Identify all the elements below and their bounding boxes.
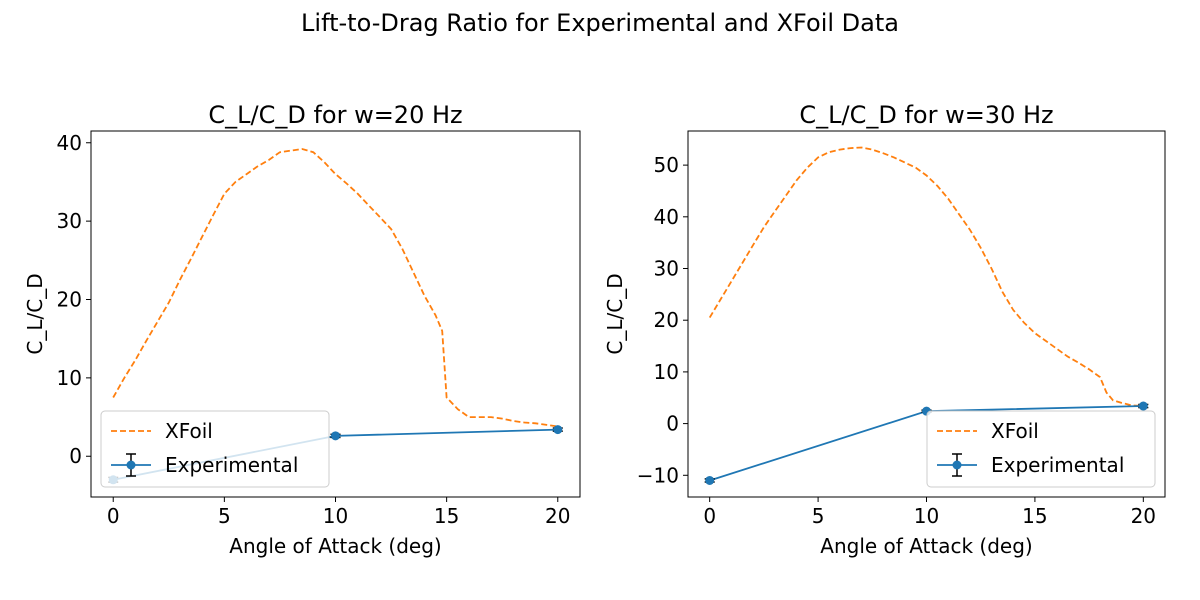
experimental-point [553,425,563,435]
experimental-point [331,431,340,441]
y-axis-label: C_L/C_D [23,273,47,354]
x-tick-label: 15 [1022,504,1047,528]
y-tick-label: 30 [654,257,679,281]
legend-box [100,410,330,488]
experimental-point [1138,401,1148,411]
y-tick-label: 30 [57,209,82,233]
x-axis-label: Angle of Attack (deg) [820,534,1032,558]
x-tick-label: 0 [703,504,716,528]
x-tick-label: 20 [545,504,570,528]
x-tick-label: 5 [812,504,825,528]
y-tick-label: 10 [654,360,679,384]
y-tick-label: 20 [57,288,82,312]
y-tick-label: 40 [57,131,82,155]
legend-experimental-label: Experimental [165,453,298,477]
plot-area [704,146,1149,485]
y-axis-label: C_L/C_D [603,273,627,354]
figure-title: Lift-to-Drag Ratio for Experimental and … [301,9,899,37]
y-tick-label: 50 [654,153,679,177]
x-tick-label: 10 [914,504,939,528]
legend: XFoil Experimental [926,410,1156,488]
x-axis-label: Angle of Attack (deg) [229,534,441,558]
legend-experimental-marker [126,460,136,470]
legend-box [926,410,1156,488]
y-tick-label: 20 [654,308,679,332]
chart-title: C_L/C_D for w=30 Hz [799,101,1053,129]
y-tick-label: 0 [69,444,82,468]
chart-right: C_L/C_D for w=30 Hz 0 5 10 15 20 −10 0 10 20 30 40 5… [603,101,1166,558]
legend: XFoil Experimental [100,410,330,488]
experimental-point [705,475,715,485]
chart-left: C_L/C_D for w=20 Hz 0 5 10 15 20 0 10 20 30 40 Angl… [23,101,581,558]
chart-title: C_L/C_D for w=20 Hz [208,101,462,129]
axes-frame [687,130,1166,498]
xfoil-line [112,148,558,428]
y-tick-label: −10 [637,463,679,487]
y-tick-label: 0 [666,412,679,436]
legend-xfoil-label: XFoil [165,419,213,443]
legend-experimental-label: Experimental [991,453,1124,477]
x-tick-label: 20 [1131,504,1156,528]
y-tick-label: 40 [654,205,679,229]
y-tick-label: 10 [57,366,82,390]
x-tick-label: 5 [218,504,231,528]
x-tick-label: 10 [323,504,348,528]
legend-xfoil-label: XFoil [991,419,1039,443]
legend-experimental-marker [952,460,962,470]
axes-frame [90,130,581,498]
xfoil-line [708,146,1144,407]
x-tick-label: 15 [434,504,459,528]
x-tick-label: 0 [107,504,120,528]
